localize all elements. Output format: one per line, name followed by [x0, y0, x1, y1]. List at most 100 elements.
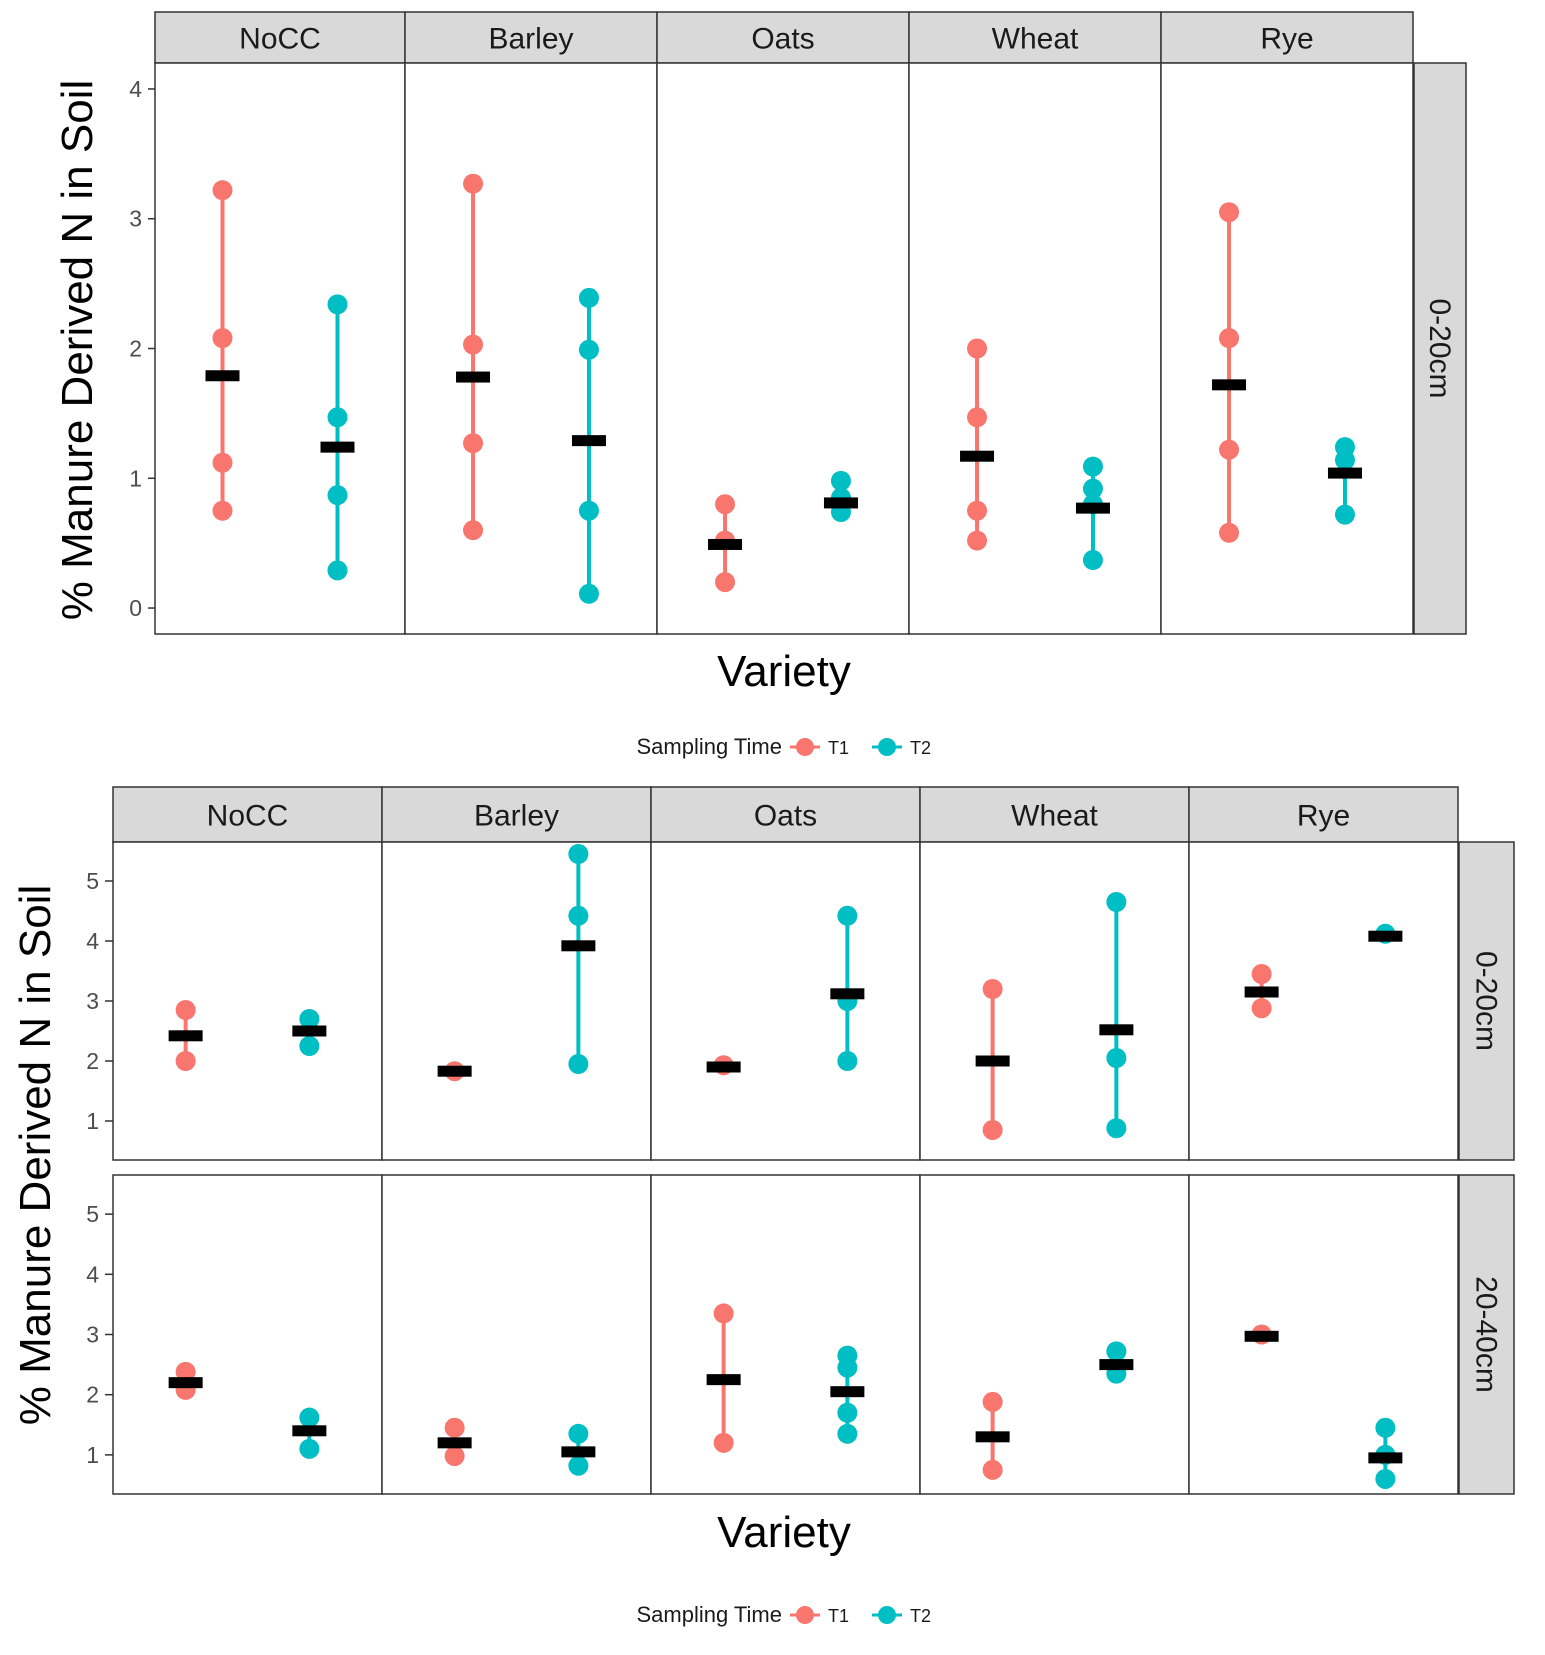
legend: Sampling Time T1 T2: [636, 1602, 931, 1627]
mean-bar-t2: [830, 1386, 865, 1398]
facet-strip-label: Wheat: [1011, 800, 1098, 833]
data-point-t1: [1219, 522, 1240, 543]
y-tick-label: 0: [129, 595, 142, 621]
row-strip-bg: [1413, 62, 1467, 635]
mean-bar-t1: [437, 1065, 472, 1077]
data-point-t1: [212, 328, 233, 349]
y-tick-label: 3: [86, 1322, 99, 1348]
mean-bar-t1: [1244, 1330, 1279, 1342]
y-tick-label: 5: [86, 868, 99, 894]
mean-bar-t2: [1099, 1359, 1134, 1371]
data-point-t1: [175, 1051, 196, 1071]
mean-bar-t1: [1212, 379, 1247, 391]
data-point-t2: [837, 1423, 858, 1444]
y-tick-label: 2: [86, 1382, 99, 1408]
mean-bar-t1: [708, 538, 743, 550]
data-point-t2: [1106, 1048, 1127, 1068]
data-point-t1: [713, 1432, 734, 1453]
legend-key-point: [878, 738, 896, 756]
data-point-t1: [967, 530, 988, 551]
mean-bar-t1: [706, 1061, 741, 1073]
data-point-t1: [1219, 202, 1240, 223]
data-point-t1: [982, 1391, 1003, 1412]
mean-bar-t2: [292, 1025, 327, 1037]
facet-panel: [112, 841, 383, 1161]
data-point-t2: [1106, 1118, 1127, 1139]
mean-bar-t1: [168, 1030, 203, 1042]
data-point-t2: [830, 470, 851, 491]
y-axis-title: % Manure Derived N in Soil: [53, 80, 102, 620]
mean-bar-t2: [1075, 502, 1110, 514]
row-strip-bg: [1458, 841, 1515, 1161]
data-point-t1: [463, 520, 484, 541]
mean-bar-t1: [456, 371, 491, 383]
row-strip-bg: [1458, 1174, 1515, 1495]
data-point-t2: [568, 1054, 589, 1074]
mean-bar-t2: [561, 1446, 596, 1458]
facet-panel: [381, 1174, 652, 1495]
y-tick-label: 2: [86, 1048, 99, 1074]
legend-item-label: T1: [828, 738, 849, 758]
data-point-t1: [982, 979, 1003, 999]
data-point-t1: [967, 338, 988, 359]
data-point-t2: [578, 339, 599, 360]
mean-bar-t2: [561, 940, 596, 952]
facet-panel: [381, 841, 652, 1161]
facet-strip-label: Oats: [751, 23, 814, 56]
data-point-t2: [299, 1407, 320, 1428]
data-point-t1: [1219, 439, 1240, 460]
data-point-t2: [327, 560, 348, 581]
data-point-t2: [1106, 1341, 1127, 1362]
facet-strip-label: NoCC: [207, 800, 289, 833]
legend-key-point: [796, 738, 814, 756]
facet-strip-bg: [112, 786, 383, 843]
data-point-t2: [1375, 1417, 1396, 1438]
facet-strip-bg: [404, 11, 658, 64]
y-tick-label: 1: [86, 1108, 99, 1134]
facet-strip-bg: [1188, 786, 1459, 843]
facet-panel: [404, 62, 658, 635]
legend-item-label: T2: [910, 1606, 931, 1626]
data-point-t1: [967, 500, 988, 521]
facet-panel: [112, 1174, 383, 1495]
mean-bar-t1: [205, 370, 240, 382]
data-point-t1: [463, 173, 484, 194]
facet-strip-bg: [650, 786, 921, 843]
mean-bar-t1: [706, 1374, 741, 1386]
facet-strip-bg: [154, 11, 406, 64]
mean-bar-t2: [320, 441, 355, 453]
data-point-t2: [1375, 1468, 1396, 1489]
data-point-t1: [175, 1361, 196, 1382]
y-axis-title: % Manure Derived N in Soil: [11, 885, 60, 1425]
legend-title: Sampling Time: [636, 1602, 782, 1627]
data-point-t1: [715, 572, 736, 593]
data-point-t1: [982, 1120, 1003, 1140]
facet-panel: [919, 1174, 1190, 1495]
facet-panel: [908, 62, 1162, 635]
data-point-t1: [463, 334, 484, 355]
facet-strip-label: NoCC: [239, 23, 321, 56]
mean-bar-t2: [1099, 1024, 1134, 1036]
y-tick-label: 4: [86, 928, 99, 954]
data-point-t1: [463, 433, 484, 454]
data-point-t2: [327, 485, 348, 506]
plot-panel-1: NoCC Barley Oats Wheat Rye 0-20cm 0 1 2 3 4 % Manur…: [53, 11, 1467, 759]
facet-strip-bg: [656, 11, 910, 64]
data-point-t2: [837, 1402, 858, 1423]
data-point-t1: [175, 1000, 196, 1020]
facet-strip-bg: [381, 786, 652, 843]
data-point-t2: [1082, 478, 1103, 499]
data-point-t2: [1334, 504, 1355, 525]
data-point-t2: [837, 905, 858, 926]
legend-key-point: [796, 1606, 814, 1624]
row-strip-label: 0-20cm: [1470, 951, 1503, 1051]
y-tick-label: 3: [129, 206, 142, 232]
data-point-t2: [578, 287, 599, 308]
data-point-t2: [578, 583, 599, 604]
plot-panel-2: NoCC Barley Oats Wheat Rye 0-20cm 1 2 3 4 5 20-40cm…: [11, 786, 1515, 1627]
legend: Sampling Time T1 T2: [636, 734, 931, 759]
data-point-t1: [715, 494, 736, 515]
facet-strip-label: Wheat: [992, 23, 1079, 56]
